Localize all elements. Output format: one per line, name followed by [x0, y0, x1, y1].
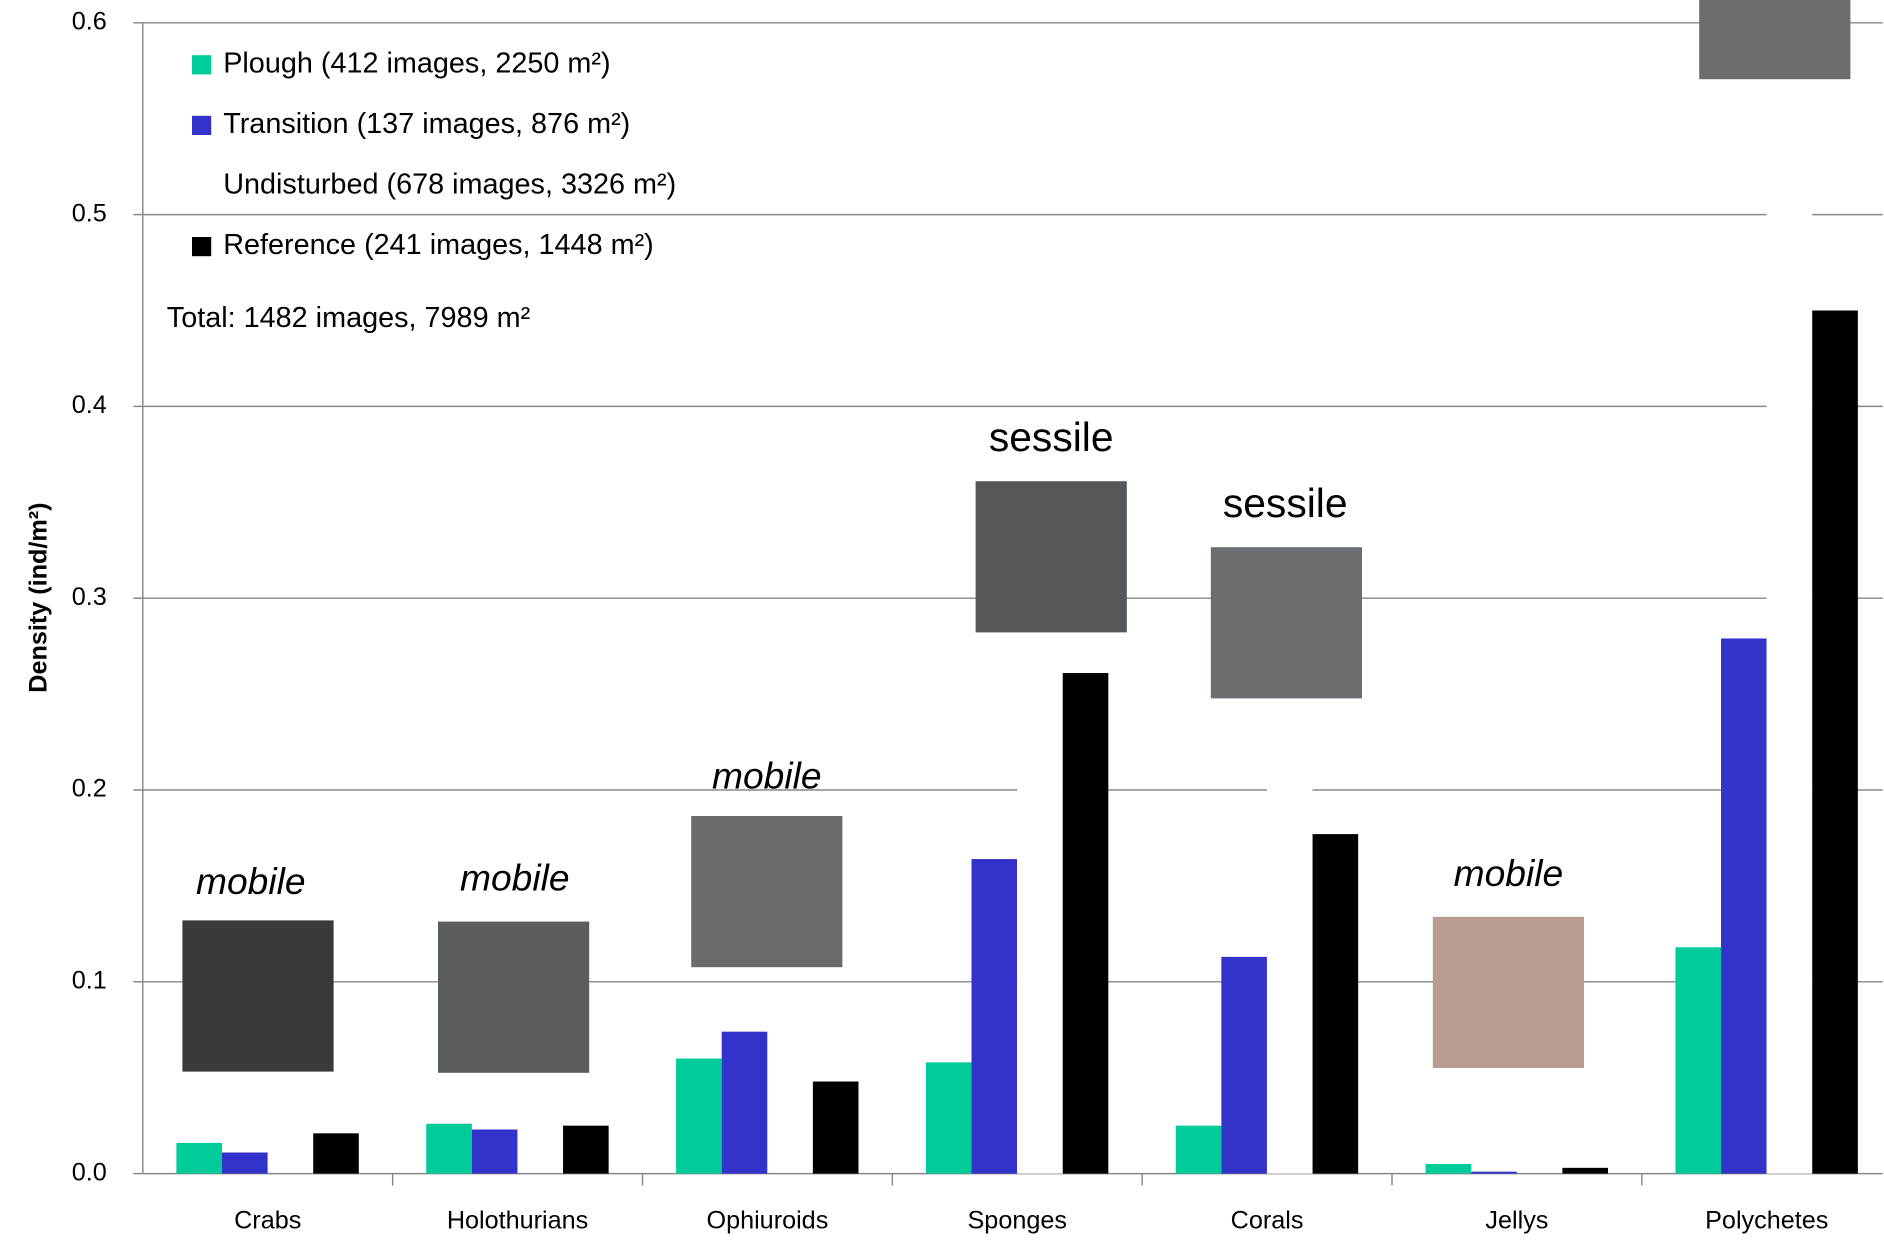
bar — [313, 1133, 359, 1174]
photo — [438, 921, 590, 1073]
bar — [812, 1081, 859, 1174]
bar — [1721, 638, 1767, 1174]
y-tick-label: 0.3 — [72, 583, 107, 611]
bar — [426, 1123, 472, 1174]
photo — [1432, 916, 1584, 1068]
bar — [1017, 751, 1063, 1174]
x-tick-label: Holothurians — [447, 1206, 588, 1234]
legend-label: Undisturbed (678 images, 3326 m²) — [223, 169, 676, 201]
bar — [1812, 310, 1858, 1174]
bar — [676, 1058, 722, 1174]
legend-label: Transition (137 images, 876 m²) — [223, 108, 630, 140]
legend-swatch — [192, 55, 212, 75]
annotation: mobile — [1454, 852, 1564, 894]
bar — [1675, 947, 1722, 1174]
y-tick-label: 0.6 — [72, 7, 107, 35]
bar — [1312, 834, 1359, 1174]
bar — [925, 1062, 972, 1174]
bar — [1266, 751, 1313, 1174]
total-note: Total: 1482 images, 7989 m² — [167, 302, 531, 334]
bar — [1471, 1171, 1517, 1174]
photo — [1210, 547, 1362, 699]
annotation: sessile — [1223, 480, 1348, 526]
bar — [471, 1129, 518, 1174]
photo — [691, 816, 843, 968]
bar — [721, 1031, 768, 1174]
bar — [222, 1152, 268, 1174]
bar — [1425, 1164, 1472, 1174]
photo — [1699, 0, 1851, 80]
x-tick-label: Crabs — [234, 1206, 301, 1234]
x-tick-label: Corals — [1231, 1206, 1304, 1234]
bar — [563, 1125, 609, 1174]
y-tick-label: 0.4 — [72, 391, 107, 419]
bar — [1221, 956, 1267, 1174]
y-tick-label: 0.2 — [72, 775, 107, 803]
photo — [182, 920, 334, 1072]
annotation: sessile — [989, 414, 1114, 460]
bar — [1175, 1125, 1222, 1174]
legend-swatch — [192, 176, 212, 196]
x-tick-label: Polychetes — [1705, 1206, 1828, 1234]
y-axis-label: Density (ind/m²) — [24, 502, 52, 692]
y-tick-label: 0.5 — [72, 199, 107, 227]
bar — [1766, 176, 1813, 1174]
photo — [975, 481, 1127, 633]
bar — [1562, 1167, 1608, 1174]
annotation: mobile — [196, 860, 306, 902]
legend-label: Plough (412 images, 2250 m²) — [223, 47, 610, 79]
legend-swatch — [192, 115, 212, 135]
legend-label: Reference (241 images, 1448 m²) — [223, 229, 654, 261]
annotation: mobile — [712, 755, 822, 797]
y-tick-label: 0.1 — [72, 966, 107, 994]
bar — [971, 859, 1018, 1174]
x-tick-label: Sponges — [968, 1206, 1067, 1234]
y-tick-label: 0.0 — [72, 1158, 107, 1186]
legend-swatch — [192, 237, 212, 257]
x-tick-label: Jellys — [1485, 1206, 1548, 1234]
x-tick-label: Ophiuroids — [706, 1206, 828, 1234]
bar — [176, 1142, 222, 1174]
annotation: mobile — [460, 857, 570, 899]
bar — [1062, 673, 1109, 1174]
